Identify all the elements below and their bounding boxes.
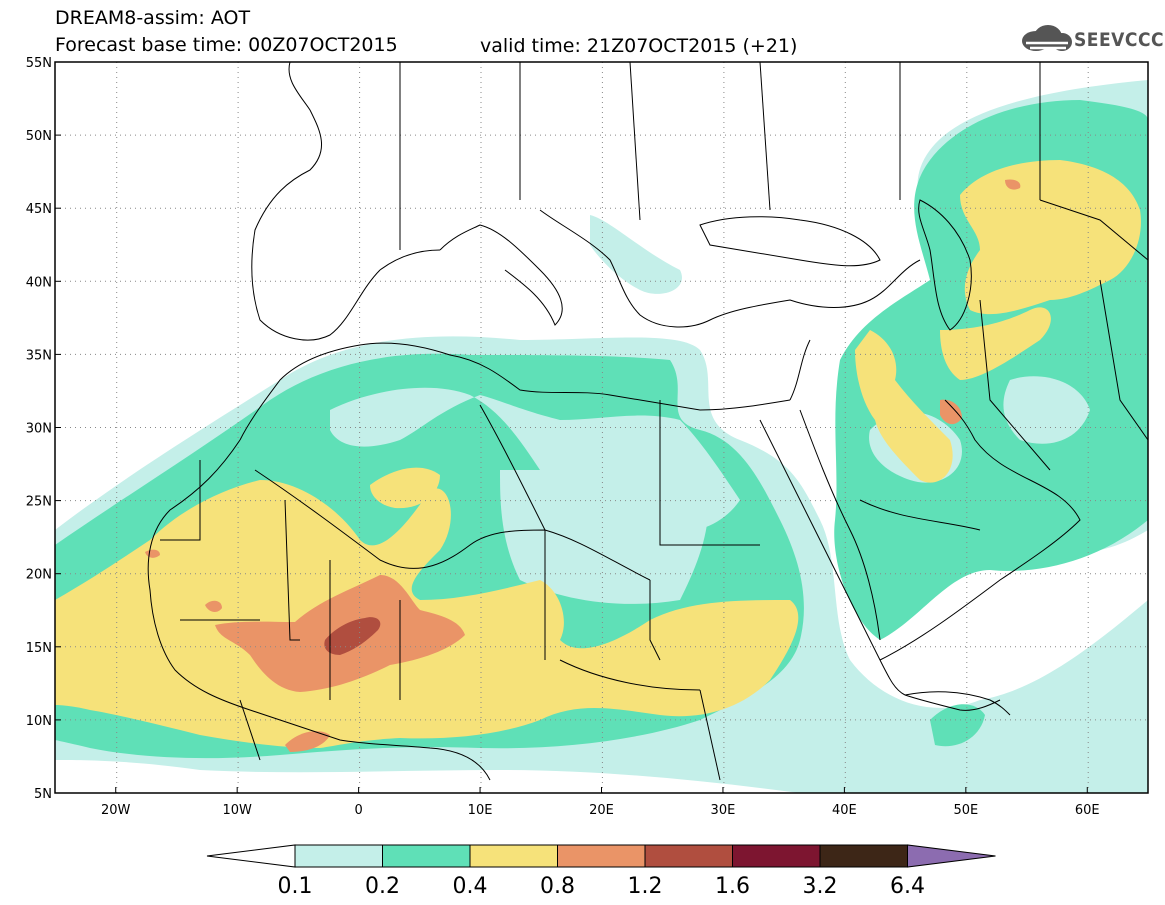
lon-tick-label: 0 [354, 803, 362, 818]
aot-field [55, 62, 1148, 793]
lat-tick-label: 20N [26, 568, 52, 583]
lat-tick-label: 15N [26, 641, 52, 656]
lon-tick-label: 50E [953, 803, 978, 818]
lat-tick-label: 25N [26, 495, 52, 510]
base-time-label: Forecast base time: 00Z07OCT2015 [55, 34, 398, 56]
lon-tick-label: 30E [711, 803, 736, 818]
lon-tick-label: 10E [468, 803, 493, 818]
lat-tick-label: 10N [26, 714, 52, 729]
lon-tick-label: 20E [589, 803, 614, 818]
map-title: DREAM8-assim: AOT [55, 7, 251, 29]
lat-tick-label: 45N [26, 202, 52, 217]
lat-ticks: 55N 50N 45N 40N 35N 30N 25N 20N 15N 10N 5N [26, 56, 61, 802]
lat-tick-label: 40N [26, 275, 52, 290]
lat-tick-label: 30N [26, 422, 52, 437]
lat-tick-label: 35N [26, 348, 52, 363]
lat-tick-label: 5N [34, 787, 52, 802]
lon-tick-label: 10W [222, 803, 252, 818]
lon-ticks: 20W 10W 0 10E 20E 30E 40E 50E 60E [101, 787, 1100, 818]
coastlines [147, 62, 1148, 781]
lat-tick-label: 55N [26, 56, 52, 71]
valid-time-label: valid time: 21Z07OCT2015 (+21) [480, 35, 798, 57]
lat-tick-label: 50N [26, 129, 52, 144]
lon-tick-label: 40E [832, 803, 857, 818]
cloud-logo-icon [1022, 25, 1072, 51]
graticule [55, 62, 1148, 793]
lon-tick-label: 20W [101, 803, 131, 818]
lon-tick-label: 60E [1075, 803, 1100, 818]
aot-band-1.2 [324, 617, 381, 655]
logo-label: SEEVCCC [1074, 29, 1165, 51]
